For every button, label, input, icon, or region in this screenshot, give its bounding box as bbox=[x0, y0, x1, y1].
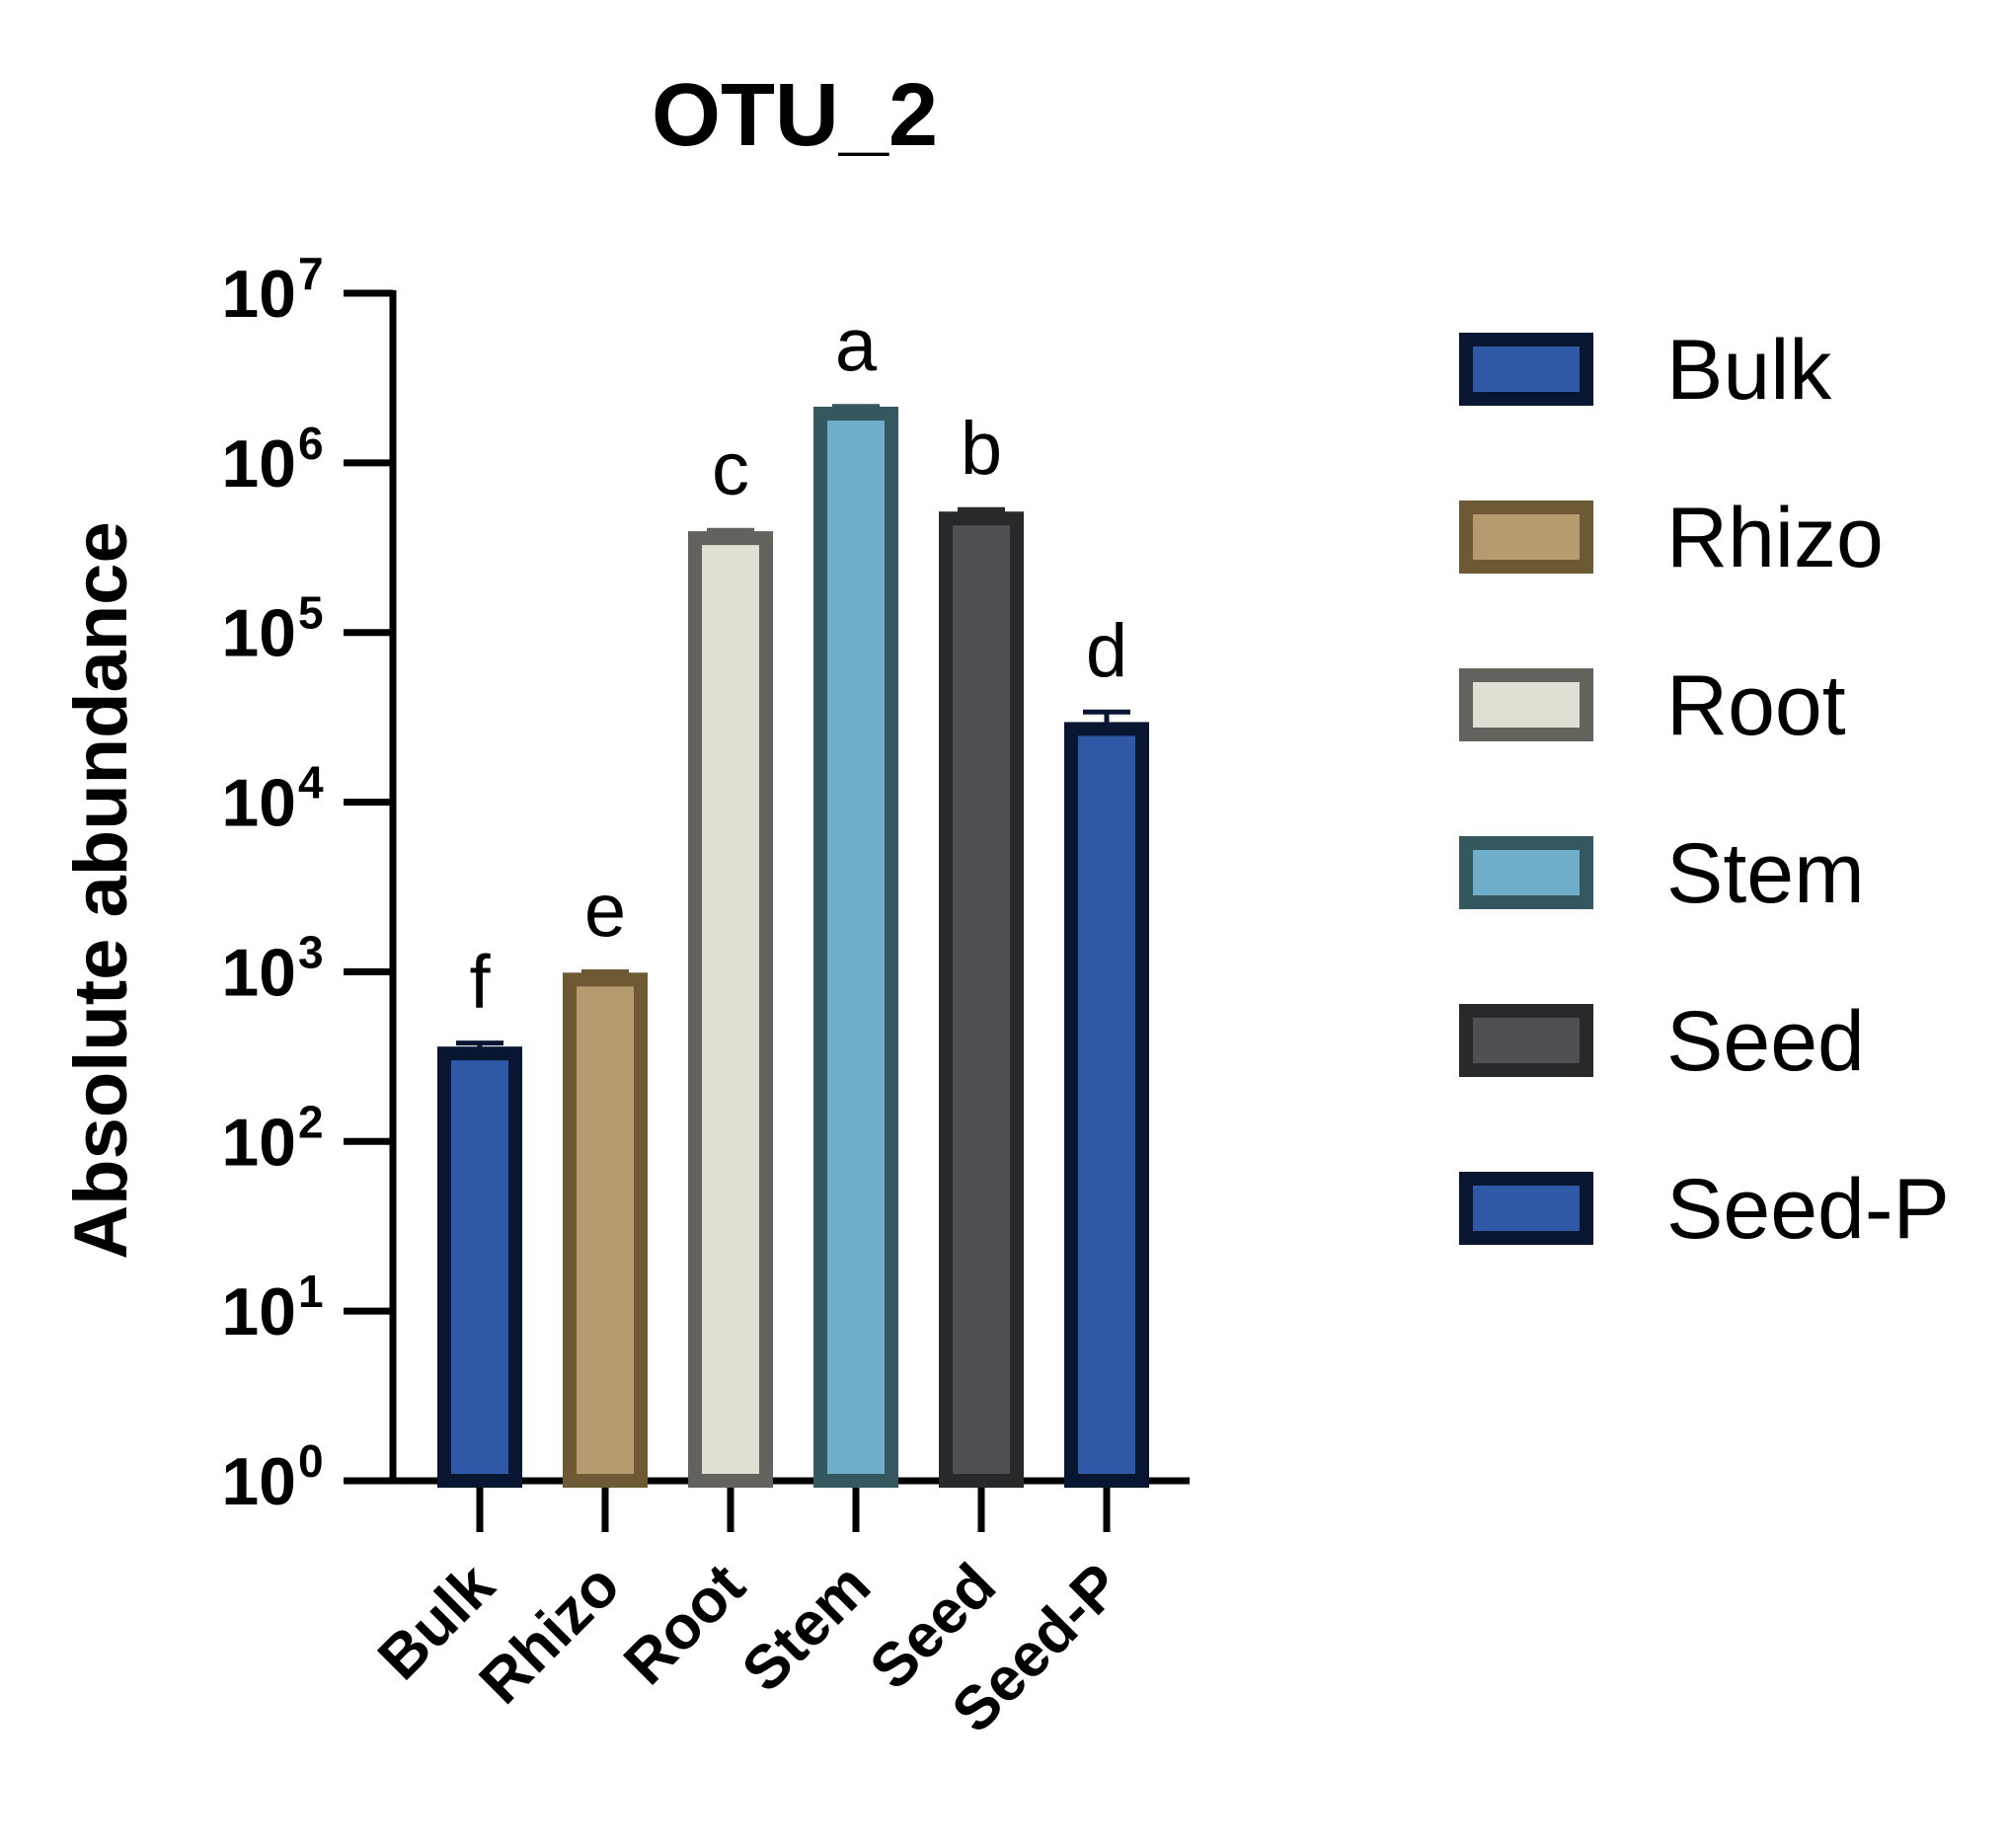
bar-rhizo bbox=[563, 972, 648, 1488]
legend-swatch bbox=[1459, 1004, 1593, 1077]
legend-label: Stem bbox=[1666, 826, 1865, 921]
y-tick-label: 10 bbox=[221, 766, 296, 841]
legend-label: Rhizo bbox=[1666, 491, 1884, 585]
bar-stem bbox=[813, 407, 898, 1489]
legend-label: Bulk bbox=[1666, 323, 1832, 418]
bar-seed bbox=[939, 511, 1024, 1488]
y-tick-exponent: 2 bbox=[298, 1096, 324, 1147]
legend-swatch bbox=[1459, 836, 1593, 909]
legend-swatch bbox=[1459, 333, 1593, 406]
y-tick-exponent: 7 bbox=[298, 248, 324, 299]
legend-label: Seed-P bbox=[1666, 1162, 1950, 1257]
bar-seed-p bbox=[1064, 722, 1149, 1488]
y-tick-exponent: 6 bbox=[298, 418, 324, 469]
y-axis-label: Absolute abundance bbox=[59, 521, 143, 1259]
y-tick-exponent: 3 bbox=[298, 926, 324, 977]
significance-letter: d bbox=[1086, 609, 1127, 693]
legend-swatch bbox=[1459, 668, 1593, 741]
legend-label: Root bbox=[1666, 658, 1846, 753]
bar-root bbox=[688, 531, 773, 1488]
y-tick-label: 10 bbox=[221, 596, 296, 671]
bar-bulk bbox=[437, 1046, 522, 1489]
significance-letter: b bbox=[961, 407, 1002, 491]
x-tick-label: Root bbox=[611, 1551, 758, 1698]
x-tick-label: Rhizo bbox=[467, 1551, 633, 1717]
x-tick-label: Stem bbox=[730, 1551, 884, 1705]
significance-letter: c bbox=[712, 427, 749, 511]
y-tick-label: 10 bbox=[221, 1444, 296, 1519]
y-tick-label: 10 bbox=[221, 1274, 296, 1349]
chart-title: OTU_2 bbox=[652, 66, 938, 165]
y-tick-label: 10 bbox=[221, 1105, 296, 1180]
significance-letter: a bbox=[835, 304, 878, 388]
y-tick-label: 10 bbox=[221, 257, 296, 332]
y-tick-label: 10 bbox=[221, 426, 296, 501]
y-tick-exponent: 4 bbox=[298, 757, 324, 808]
significance-letter: f bbox=[469, 941, 491, 1025]
y-tick-label: 10 bbox=[221, 935, 296, 1010]
y-tick-exponent: 1 bbox=[298, 1266, 324, 1317]
y-tick-exponent: 0 bbox=[298, 1435, 324, 1487]
legend-swatch bbox=[1459, 1172, 1593, 1245]
bars: f e c ab d bbox=[437, 304, 1149, 1489]
legend-label: Seed bbox=[1666, 994, 1865, 1089]
legend: Bulk Rhizo Root Stem Seed Seed-P bbox=[1459, 323, 1950, 1257]
y-tick-exponent: 5 bbox=[298, 587, 324, 639]
legend-swatch bbox=[1459, 500, 1593, 574]
significance-letter: e bbox=[584, 869, 626, 953]
